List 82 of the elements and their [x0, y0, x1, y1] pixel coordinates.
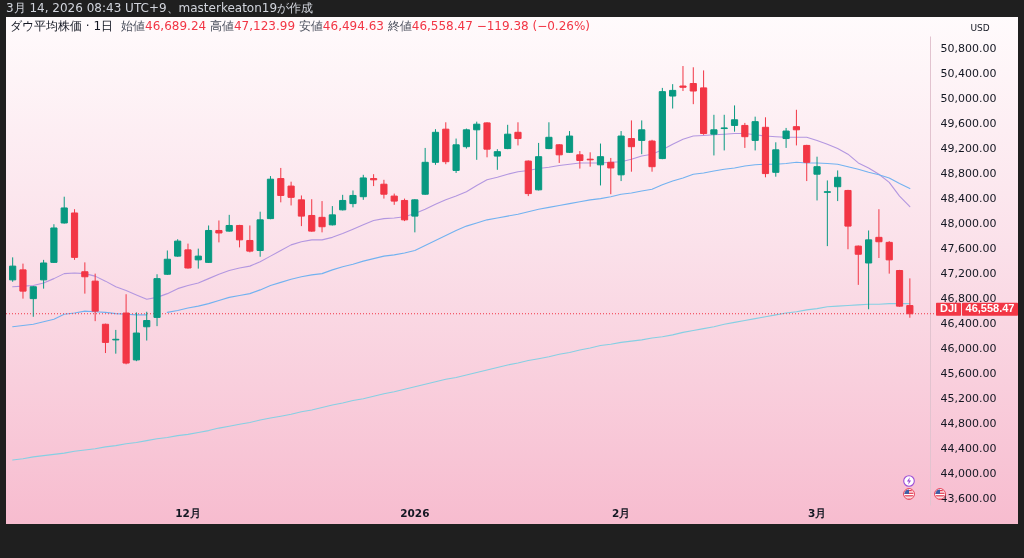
- candlestick: [565, 130, 574, 154]
- candlestick: [875, 208, 883, 259]
- candlestick: [194, 248, 202, 270]
- candlestick: [411, 198, 419, 233]
- y-tick-label: 49,200.00: [940, 142, 997, 156]
- candlestick: [834, 169, 842, 202]
- candlestick: [555, 143, 563, 164]
- y-tick-label: 47,600.00: [940, 242, 997, 256]
- candlestick: [679, 65, 687, 92]
- candlestick: [669, 83, 677, 110]
- candlestick: [359, 174, 367, 201]
- candlestick: [318, 200, 326, 233]
- candlestick: [813, 156, 821, 201]
- candlestick: [277, 167, 285, 203]
- candlestick: [29, 285, 37, 318]
- y-tick-label: 50,000.00: [940, 92, 997, 106]
- x-tick-label: 3月: [807, 506, 827, 519]
- candlestick: [782, 127, 790, 149]
- y-tick-label: 46,400.00: [940, 317, 997, 331]
- candlestick: [60, 196, 68, 225]
- candlestick: [885, 240, 893, 275]
- chart-title: ダウ平均株価 · 1日: [10, 19, 114, 33]
- y-tick-label: 45,200.00: [940, 392, 997, 406]
- candlestick: [349, 189, 357, 208]
- candlestick: [308, 198, 316, 233]
- candlestick: [504, 124, 512, 150]
- candlestick: [81, 261, 89, 295]
- y-tick-label: 49,600.00: [940, 117, 997, 131]
- candlestick: [545, 121, 553, 150]
- candlestick: [741, 122, 749, 149]
- candlestick: [400, 198, 409, 222]
- y-tick-label: 48,000.00: [940, 217, 997, 231]
- y-tick-label: 48,800.00: [940, 167, 997, 181]
- y-tick-label: 47,200.00: [940, 267, 997, 281]
- candlestick: [287, 181, 295, 206]
- candlestick: [607, 157, 615, 195]
- candlestick: [792, 109, 801, 146]
- y-tick-label: 44,400.00: [940, 442, 997, 456]
- text: 3月 14, 2026 08:43 UTC+9、masterkeaton19が作成: [6, 1, 314, 16]
- candlestick: [803, 144, 811, 182]
- candlestick: [215, 219, 223, 243]
- candlestick: [19, 263, 27, 300]
- candlestick: [710, 114, 718, 156]
- candlestick: [772, 141, 780, 178]
- candlestick: [627, 119, 636, 173]
- candlestick: [493, 148, 501, 171]
- candlestick: [328, 205, 336, 226]
- candlestick: [823, 179, 831, 247]
- y-tick-label: 43,600.00: [940, 492, 997, 506]
- candlestick: [380, 179, 388, 200]
- candlestick: [638, 119, 646, 155]
- ref-line-label: 46,558.47: [965, 302, 1015, 315]
- candlestick: [751, 116, 759, 151]
- chart-subtitle: 始値46,689.24 高値47,123.99 安値46,494.63 終値46,558.47 −119.38 (−0.26%): [121, 19, 591, 33]
- candlestick: [854, 244, 862, 286]
- candlestick: [101, 323, 110, 354]
- candlestick: [730, 104, 739, 133]
- y-tick-label: 45,600.00: [940, 367, 997, 381]
- y-tick-label: 50,800.00: [940, 42, 997, 56]
- y-tick-label: 46,000.00: [940, 342, 997, 356]
- y-tick-label: 50,400.00: [940, 67, 997, 81]
- candlestick: [246, 224, 254, 253]
- text: DJI: [939, 302, 958, 315]
- candlestick: [596, 143, 605, 186]
- candlestick: [40, 259, 48, 290]
- candlestick: [112, 329, 120, 355]
- candlestick: [689, 66, 697, 105]
- x-tick-label: 12月: [175, 506, 201, 519]
- x-tick-label: 2月: [611, 506, 631, 519]
- candlestick: [143, 311, 151, 342]
- y-tick-label: 44,000.00: [940, 467, 997, 481]
- candlestick: [297, 194, 306, 227]
- y-tick-label: 48,400.00: [940, 192, 997, 206]
- y-axis-title: USD: [970, 22, 990, 33]
- y-tick-label: 44,800.00: [940, 417, 997, 431]
- candlestick: [865, 229, 873, 310]
- candlestick: [163, 249, 171, 276]
- candlestick: [514, 121, 522, 146]
- candlestick: [184, 243, 192, 270]
- candlestick: [720, 114, 728, 151]
- candlestick: [9, 256, 17, 283]
- x-tick-label: 2026: [400, 506, 430, 519]
